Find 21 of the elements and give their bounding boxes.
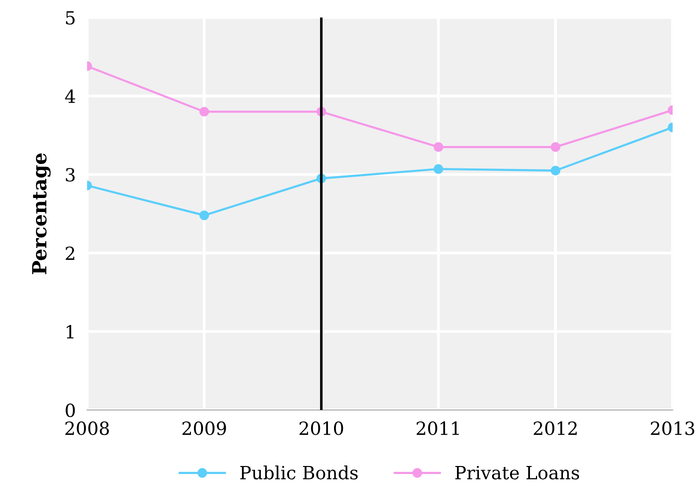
y-tick-label: 2 [66,246,74,260]
y-axis-title: Percentage [32,153,51,274]
x-tick-label: 2013 [650,421,694,436]
x-tick-label: 2012 [534,421,577,436]
y-tick-label: 4 [65,89,76,103]
legend-label: Private Loans [455,466,580,480]
y-tick-label: 1 [66,324,74,338]
point [434,142,444,152]
x-tick-label: 2009 [182,421,226,436]
point [434,164,444,174]
legend-label: Public Bonds [240,466,358,480]
x-tick-label: 2008 [65,421,109,436]
x-tick-label: 2011 [416,421,459,436]
point [550,142,560,152]
y-tick-label: 5 [66,11,75,25]
point [550,166,560,176]
x-tick-label: 2010 [300,421,344,436]
point [199,210,210,220]
point [199,106,210,117]
y-tick-label: 3 [66,168,75,182]
y-tick-label: 0 [66,403,75,418]
